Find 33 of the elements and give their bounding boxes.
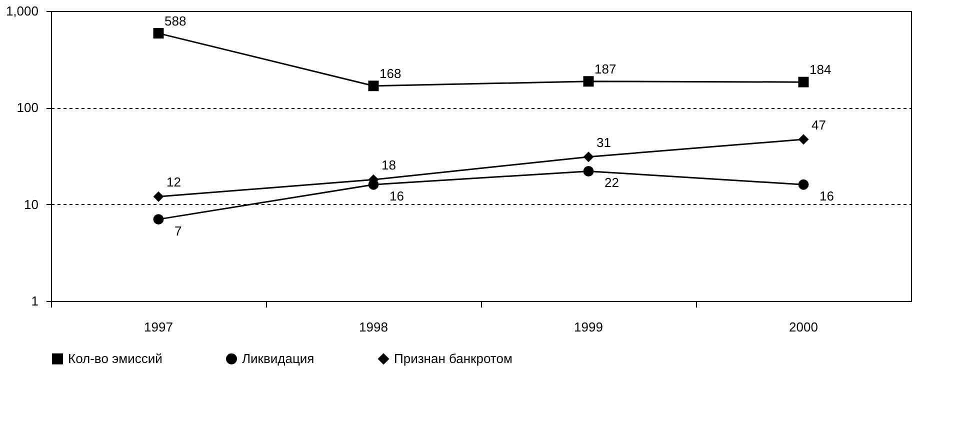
x-tick-label: 1998 (359, 320, 388, 334)
y-tick-label: 100 (16, 100, 38, 116)
data-label: 187 (594, 61, 616, 76)
point (798, 179, 809, 190)
data-label: 588 (164, 13, 186, 28)
x-tick-label: 2000 (789, 320, 818, 334)
y-tick-label: 1 (31, 294, 38, 308)
data-label: 12 (166, 174, 181, 190)
data-label: 16 (820, 188, 834, 204)
data-label: 7 (174, 223, 182, 238)
point (798, 76, 809, 88)
point (583, 76, 594, 87)
data-label: 22 (604, 175, 619, 190)
data-label: 18 (382, 158, 396, 173)
point (583, 166, 594, 176)
data-label: 168 (380, 66, 402, 81)
point (153, 214, 164, 225)
x-tick-label: 1999 (574, 320, 603, 334)
point (368, 80, 379, 92)
data-label: 31 (596, 134, 611, 150)
y-tick-label: 10 (24, 196, 38, 212)
point (798, 134, 809, 145)
x-tick-label: 1997 (144, 320, 173, 334)
point (153, 191, 164, 202)
legend-label: Признан банкротом (394, 350, 512, 366)
y-tick-label: 1,000 (6, 4, 38, 18)
data-label: 16 (390, 188, 404, 204)
point (583, 152, 594, 162)
data-label: 184 (810, 62, 832, 78)
data-label: 47 (812, 117, 826, 132)
point (153, 28, 164, 39)
legend-label: Ликвидация (242, 350, 314, 366)
legend-label: Кол-во эмиссий (68, 350, 162, 366)
